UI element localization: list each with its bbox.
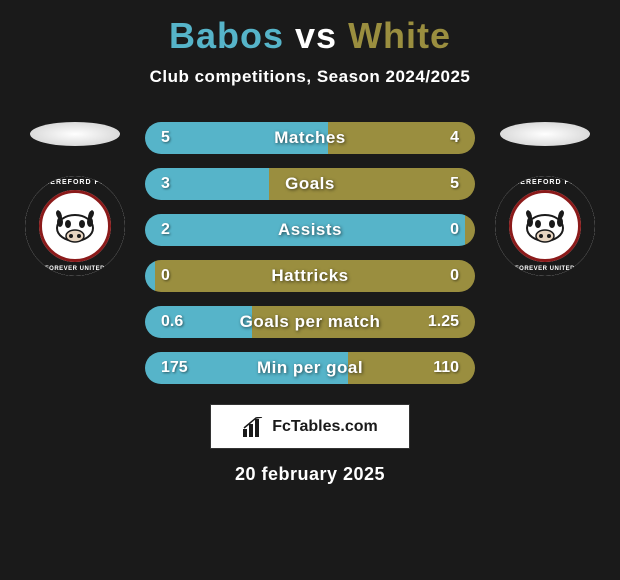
logo-top-text: HEREFORD FC [509,179,581,186]
stat-row: 2 0 Assists [145,214,475,246]
player2-name: White [348,15,451,56]
stat-value-right: 0 [450,267,459,285]
infographic-container: Babos vs White Club competitions, Season… [0,0,620,580]
logo-inner [509,190,581,262]
stat-label: Min per goal [257,358,363,378]
logo-top-text: HEREFORD FC [39,179,111,186]
player1-avatar-placeholder [30,122,120,146]
stat-bar-left [145,260,155,292]
stat-label: Hattricks [271,266,348,286]
stat-row: 5 4 Matches [145,122,475,154]
stat-value-left: 3 [161,175,170,193]
bull-icon [50,206,100,246]
logo-bottom-text: FOREVER UNITED [509,266,581,272]
main-content: HEREFORD FC FOREVER UNITED [20,122,600,384]
stat-bar-right [465,214,475,246]
left-side: HEREFORD FC FOREVER UNITED [20,122,130,276]
stat-value-right: 4 [450,129,459,147]
stat-value-left: 0.6 [161,313,183,331]
player2-club-logo: HEREFORD FC FOREVER UNITED [495,176,595,276]
stat-value-right: 0 [450,221,459,239]
stat-row: 175 110 Min per goal [145,352,475,384]
stat-value-right: 1.25 [428,313,459,331]
stat-label: Matches [274,128,346,148]
stat-row: 3 5 Goals [145,168,475,200]
stat-row: 0 0 Hattricks [145,260,475,292]
date-text: 20 february 2025 [20,464,600,485]
player1-club-logo: HEREFORD FC FOREVER UNITED [25,176,125,276]
brand-text: FcTables.com [272,418,378,436]
page-title: Babos vs White [20,15,600,57]
subtitle: Club competitions, Season 2024/2025 [20,67,600,87]
stats-bars: 5 4 Matches 3 5 Goals 2 0 Assists 0 0 Hattricks 0.6 1… [145,122,475,384]
player1-name: Babos [169,15,284,56]
stat-value-left: 0 [161,267,170,285]
stat-value-left: 2 [161,221,170,239]
right-side: HEREFORD FC FOREVER UNITED [490,122,600,276]
bull-icon [520,206,570,246]
stat-row: 0.6 1.25 Goals per match [145,306,475,338]
vs-text: vs [295,15,337,56]
stat-label: Goals per match [240,312,381,332]
brand-box[interactable]: FcTables.com [210,404,410,449]
player2-avatar-placeholder [500,122,590,146]
stat-label: Goals [285,174,335,194]
stat-value-right: 110 [433,359,459,377]
logo-inner [39,190,111,262]
stat-value-left: 5 [161,129,170,147]
stat-value-left: 175 [161,359,188,377]
chart-icon [242,417,266,437]
stat-label: Assists [278,220,342,240]
logo-bottom-text: FOREVER UNITED [39,266,111,272]
stat-value-right: 5 [450,175,459,193]
